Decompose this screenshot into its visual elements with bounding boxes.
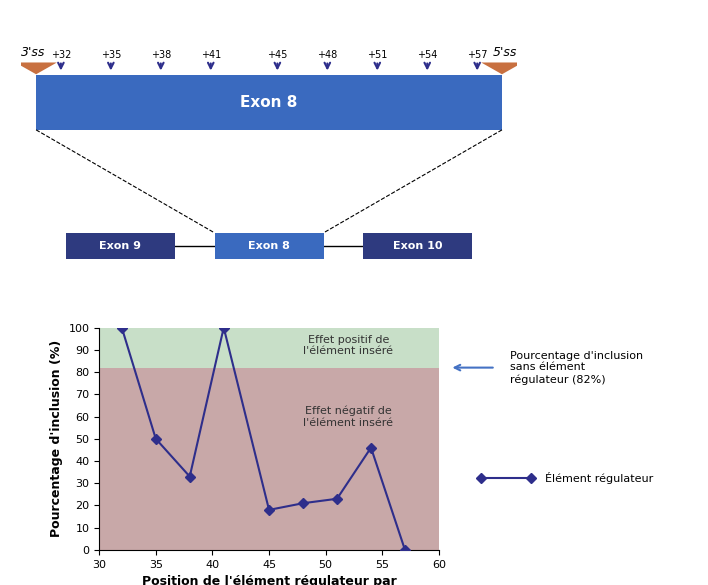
Text: Exon 8: Exon 8 (240, 95, 298, 110)
Text: +57: +57 (467, 50, 487, 60)
Text: +41: +41 (200, 50, 221, 60)
Text: +35: +35 (101, 50, 121, 60)
Y-axis label: Pourcentage d'inclusion (%): Pourcentage d'inclusion (%) (50, 340, 63, 538)
Text: 5'ss: 5'ss (492, 46, 517, 59)
Text: Exon 10: Exon 10 (393, 240, 442, 251)
Polygon shape (363, 233, 472, 259)
Text: +48: +48 (317, 50, 338, 60)
Text: +54: +54 (417, 50, 438, 60)
X-axis label: Position de l'élément régulateur par
rapport au site d'épissage 3': Position de l'élément régulateur par rap… (142, 575, 396, 585)
Bar (99, 328, 439, 367)
Text: +38: +38 (151, 50, 171, 60)
Polygon shape (481, 63, 523, 74)
Text: Élément régulateur: Élément régulateur (545, 472, 653, 484)
Text: Effet négatif de
l'élément inséré: Effet négatif de l'élément inséré (303, 405, 394, 428)
Text: +51: +51 (367, 50, 387, 60)
Polygon shape (66, 233, 175, 259)
Text: Pourcentage d'inclusion
sans élément
régulateur (82%): Pourcentage d'inclusion sans élément rég… (510, 351, 643, 384)
Text: Effet positif de
l'élément inséré: Effet positif de l'élément inséré (303, 335, 394, 356)
Polygon shape (16, 63, 57, 74)
Polygon shape (215, 233, 324, 259)
Text: +45: +45 (267, 50, 287, 60)
Bar (99, 367, 439, 550)
Polygon shape (36, 75, 502, 130)
Text: 3'ss: 3'ss (21, 46, 46, 59)
Text: Exon 8: Exon 8 (248, 240, 290, 251)
Text: Exon 9: Exon 9 (99, 240, 142, 251)
Text: +32: +32 (51, 50, 71, 60)
